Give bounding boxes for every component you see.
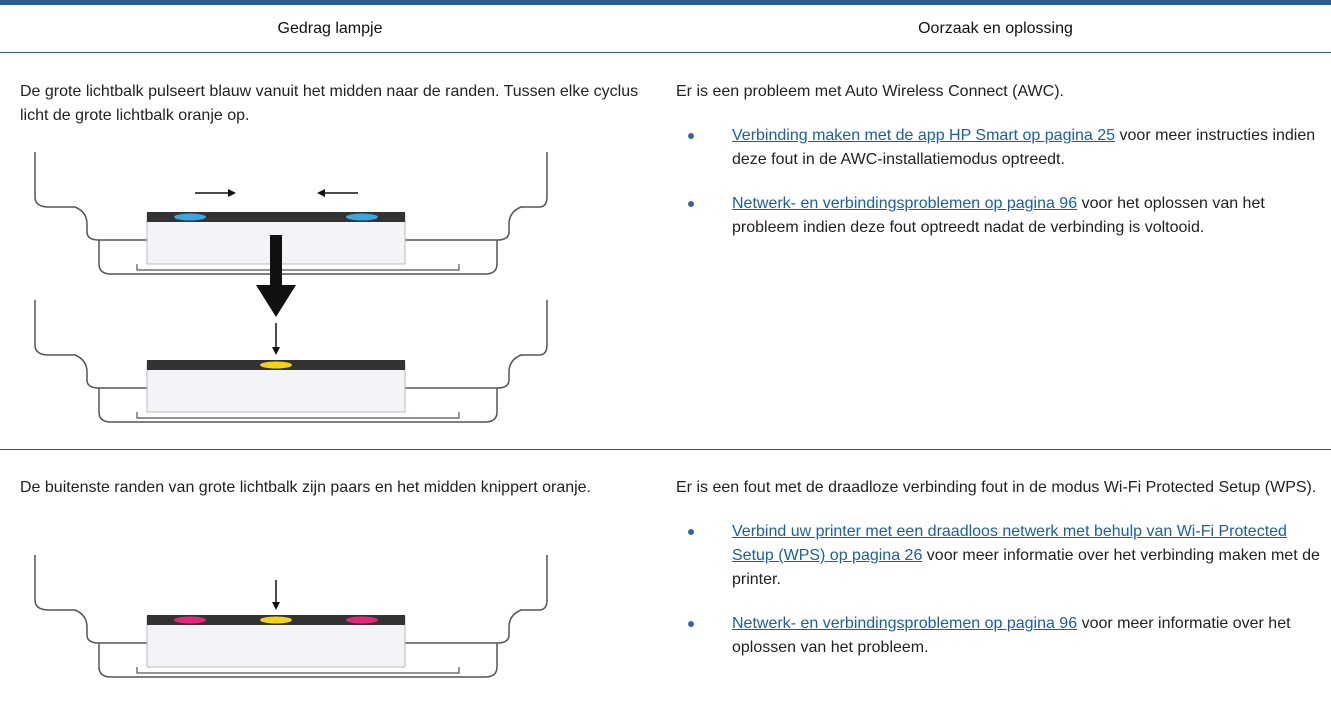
cause-text: Er is een fout met de draadloze verbindi…	[676, 479, 1317, 496]
link[interactable]: Netwerk- en verbindingsproblemen op pagi…	[732, 195, 1078, 212]
link[interactable]: Verbind uw printer met een draadloos net…	[732, 523, 1287, 564]
header-rule	[0, 52, 1331, 53]
behavior-cell: De grote lichtbalk pulseert blauw vanuit…	[20, 80, 660, 128]
printer-illustration	[34, 151, 548, 423]
behavior-cell: De buitenste randen van grote lichtbalk …	[20, 476, 670, 500]
bullet: Netwerk- en verbindingsproblemen op pagi…	[676, 192, 1326, 240]
column-header: Gedrag lampje	[277, 20, 383, 37]
bullet-text: voor meer informatie over het oplossen v…	[732, 615, 1291, 656]
behavior-text: De buitenste randen van grote lichtbalk …	[20, 479, 592, 496]
bullet: Verbinding maken met de app HP Smart op …	[676, 124, 1326, 172]
link[interactable]: Netwerk- en verbindingsproblemen op pagi…	[732, 615, 1078, 632]
bullet-list: Verbind uw printer met een draadloos net…	[676, 520, 1326, 660]
bullet-list: Verbinding maken met de app HP Smart op …	[676, 124, 1326, 240]
behavior-text: De grote lichtbalk pulseert blauw vanuit…	[20, 83, 639, 124]
bullet-text: voor meer instructies indien deze fout i…	[732, 127, 1316, 168]
top-bar	[0, 0, 1331, 5]
printer-illustration	[34, 554, 548, 678]
bullet: Verbind uw printer met een draadloos net…	[676, 520, 1326, 592]
cause-cell: Er is een fout met de draadloze verbindi…	[676, 476, 1326, 660]
bullet-text: voor het oplossen van het probleem indie…	[732, 195, 1265, 236]
bullet-text: voor meer informatie over het verbinding…	[732, 547, 1320, 588]
cause-cell: Er is een probleem met Auto Wireless Con…	[676, 80, 1326, 240]
bullet: Netwerk- en verbindingsproblemen op pagi…	[676, 612, 1326, 660]
cause-text: Er is een probleem met Auto Wireless Con…	[676, 83, 1064, 100]
link[interactable]: Verbinding maken met de app HP Smart op …	[732, 127, 1116, 144]
column-header: Oorzaak en oplossing	[918, 20, 1073, 37]
row-rule	[0, 449, 1331, 450]
